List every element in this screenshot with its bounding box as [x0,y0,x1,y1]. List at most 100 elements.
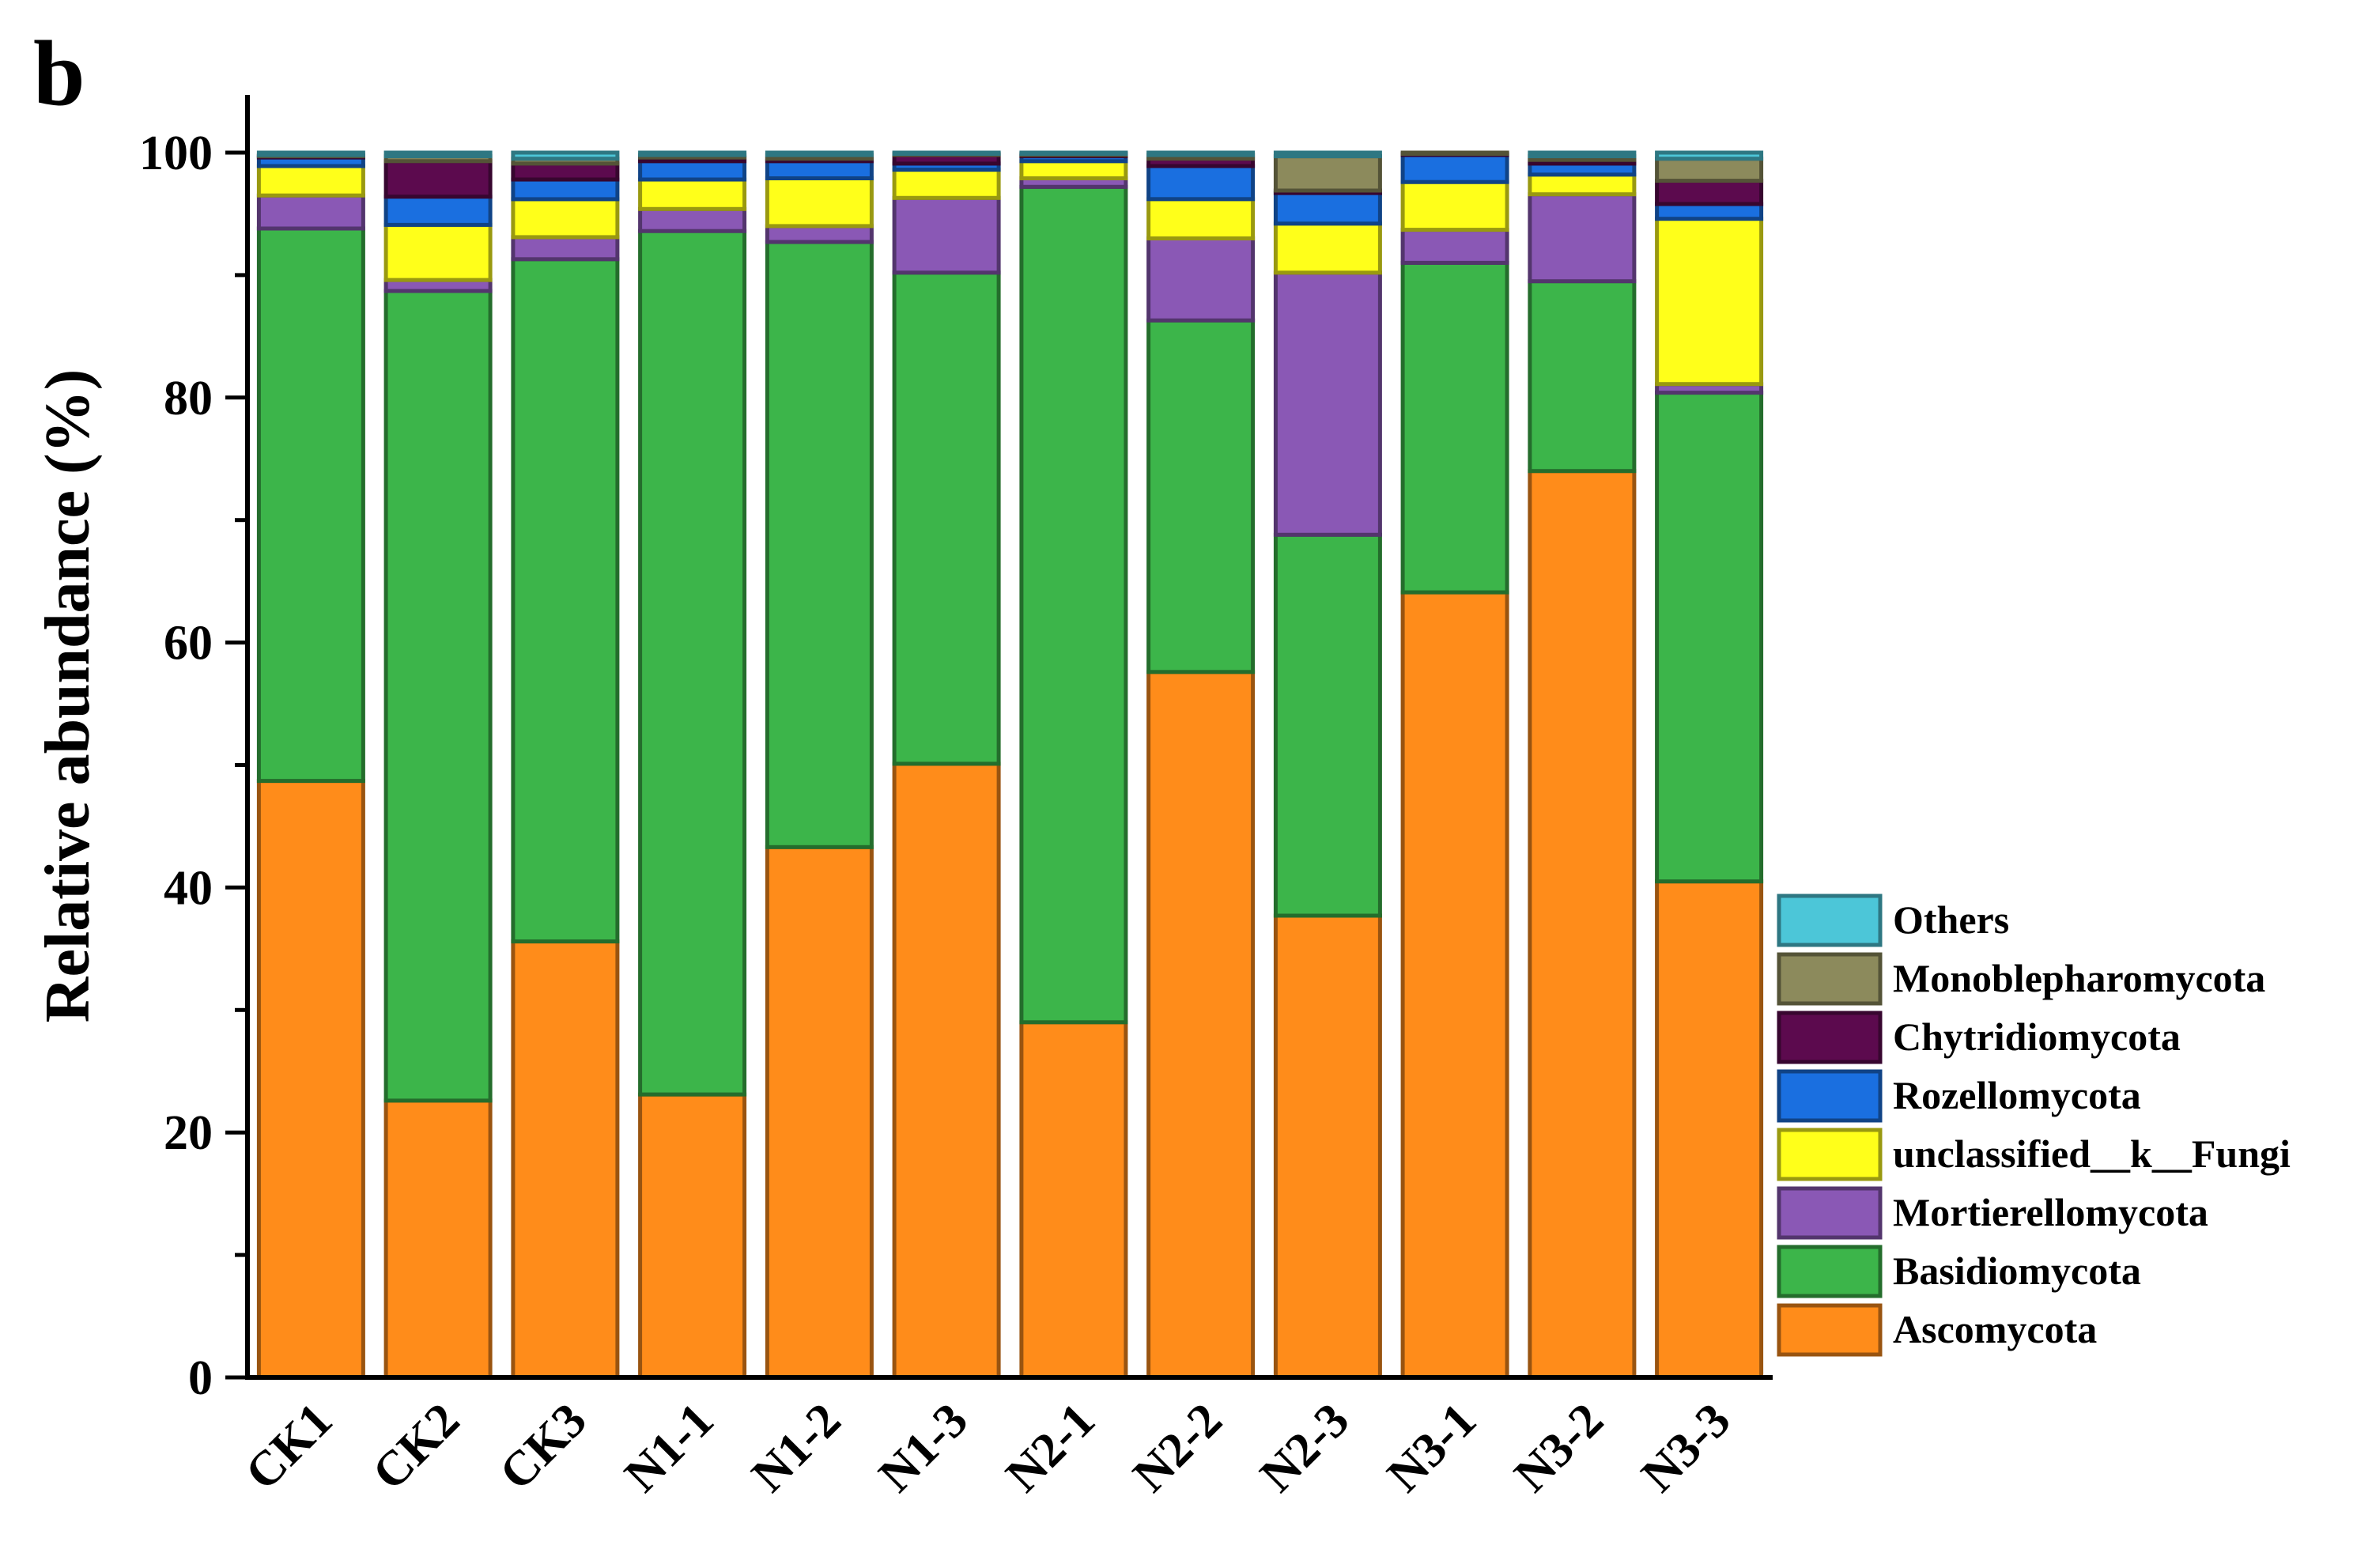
legend-label-mortierellomycota: Mortierellomycota [1893,1190,2208,1234]
bar-segment-n1-2-basidiomycota [765,240,874,849]
legend-label-chytridiomycota: Chytridiomycota [1893,1014,2181,1059]
x-tick-label-n3-1: N3-1 [1377,1393,1486,1502]
bar-segment-n2-3-mortierellomycota [1273,270,1382,537]
bar-segment-n3-1-monoblepharomycota [1400,150,1509,156]
bar-segment-n3-2-others [1528,150,1637,159]
bar-segment-ck3-others [511,150,620,161]
bar-segment-n2-2-mortierellomycota [1146,236,1256,323]
bar-segment-n1-2-ascomycota [765,844,874,1380]
bar-segment-n1-2-unclassified-k-fungi [765,176,874,229]
bar-segment-ck2-unclassified-k-fungi [383,222,493,282]
bar-segment-n3-3-monoblepharomycota [1655,157,1764,183]
bar-segment-ck3-basidiomycota [511,257,620,944]
y-tick-label-100: 100 [139,127,213,180]
y-tick-label-0: 0 [188,1351,213,1405]
legend-swatch-monoblepharomycota [1777,952,1883,1006]
bar-segment-n2-2-unclassified-k-fungi [1146,197,1256,240]
x-tick-label-n2-2: N2-2 [1123,1393,1232,1502]
bar-segment-ck3-mortierellomycota [511,235,620,262]
bar-segment-n1-1-basidiomycota [638,229,747,1097]
x-tick-label-n2-1: N2-1 [996,1393,1105,1502]
bar-segment-n3-2-basidiomycota [1528,279,1637,474]
bar-segment-ck1-unclassified-k-fungi [256,164,365,198]
bar-segment-n3-3-chytridiomycota [1655,179,1764,206]
legend-swatch-unclassified-k-fungi [1777,1128,1883,1181]
bar-segment-n3-1-mortierellomycota [1400,228,1509,265]
bar-segment-n1-3-mortierellomycota [892,195,1001,275]
bar-segment-n1-1-mortierellomycota [638,206,747,233]
bar-segment-n3-3-rozellomycota [1655,202,1764,221]
legend-label-ascomycota: Ascomycota [1893,1307,2097,1351]
x-tick-label-n3-3: N3-3 [1631,1393,1740,1502]
bar-segment-ck2-ascomycota [383,1098,493,1380]
bar-segment-n2-2-basidiomycota [1146,318,1256,674]
legend-swatch-basidiomycota [1777,1245,1883,1298]
bar-segment-n3-2-ascomycota [1528,469,1637,1380]
y-tick-label-80: 80 [164,372,213,425]
bar-segment-ck3-chytridiomycota [511,161,620,182]
legend-label-rozellomycota: Rozellomycota [1893,1073,2141,1117]
bar-segment-ck1-others [256,150,365,157]
y-tick-label-60: 60 [164,617,213,671]
x-tick-label-n3-2: N3-2 [1505,1393,1614,1502]
bar-segment-n1-1-rozellomycota [638,159,747,182]
bar-segment-n3-3-others [1655,150,1764,161]
bar-segment-n1-1-ascomycota [638,1092,747,1380]
bar-segment-ck1-basidiomycota [256,226,365,784]
x-tick-label-n1-1: N1-1 [614,1393,723,1502]
bar-segment-n3-1-rozellomycota [1400,153,1509,184]
legend-label-basidiomycota: Basidiomycota [1893,1249,2141,1293]
legend-swatch-mortierellomycota [1777,1186,1883,1240]
bar-segment-n3-2-unclassified-k-fungi [1528,172,1637,197]
legend-label-unclassified-k-fungi: unclassified__k__Fungi [1893,1132,2291,1176]
bar-segment-n2-3-basidiomycota [1273,532,1382,918]
bar-segment-ck2-rozellomycota [383,195,493,227]
legend: Others Monoblepharomycota Chytridiomycota R… [1777,894,2291,1357]
bar-segment-ck3-unclassified-k-fungi [511,197,620,240]
legend-swatch-others [1777,894,1883,947]
bar-segment-n2-2-others [1146,150,1256,157]
bar-segment-ck3-ascomycota [511,939,620,1380]
x-tick-label-n1-3: N1-3 [869,1393,978,1502]
bar-segment-n2-3-others [1273,150,1382,159]
bar-segment-n1-1-others [638,150,747,157]
bar-segment-n3-3-unclassified-k-fungi [1655,217,1764,387]
y-tick-label-40: 40 [164,861,213,915]
bar-segment-n1-3-ascomycota [892,761,1001,1380]
y-axis-label: Relative abundance (%) [33,369,103,1023]
x-tick-label-ck3: CK3 [489,1393,597,1501]
bar-segment-ck1-ascomycota [256,779,365,1380]
x-tick-label-ck1: CK1 [236,1393,343,1501]
x-tick-label-ck2: CK2 [362,1393,470,1501]
bar-segment-n3-1-ascomycota [1400,590,1509,1380]
bar-segment-ck3-rozellomycota [511,177,620,202]
x-tick-label-n2-3: N2-3 [1250,1393,1359,1502]
bar-segment-ck2-others [383,150,493,159]
bar-segment-n2-1-ascomycota [1019,1020,1128,1380]
bar-segment-n1-3-others [892,150,1001,156]
bar-segment-n3-2-mortierellomycota [1528,192,1637,284]
bar-segment-n2-3-ascomycota [1273,913,1382,1380]
bar-segment-n2-3-monoblepharomycota [1273,154,1382,193]
bar-segment-n1-3-basidiomycota [892,270,1001,766]
bar-segment-ck1-mortierellomycota [256,193,365,231]
bar-segment-n1-1-unclassified-k-fungi [638,177,747,211]
bar-segment-n3-3-basidiomycota [1655,391,1764,884]
panel-label: b [33,21,85,125]
bar-segment-n1-2-others [765,150,874,157]
bar-segment-n2-1-basidiomycota [1019,184,1128,1025]
bar-segment-n2-1-unclassified-k-fungi [1019,159,1128,181]
bar-segment-n2-2-rozellomycota [1146,164,1256,202]
x-tick-label-n1-2: N1-2 [742,1393,851,1502]
bar-segment-n2-3-rozellomycota [1273,191,1382,226]
bar-segment-ck2-basidiomycota [383,289,493,1103]
legend-label-monoblepharomycota: Monoblepharomycota [1893,956,2265,1000]
bar-segment-n1-2-rozellomycota [765,159,874,181]
bar-segment-n3-1-basidiomycota [1400,260,1509,595]
legend-swatch-rozellomycota [1777,1069,1883,1123]
bar-segment-n1-2-mortierellomycota [765,224,874,244]
legend-swatch-ascomycota [1777,1303,1883,1357]
bar-segment-ck2-chytridiomycota [383,159,493,199]
legend-label-others: Others [1893,897,2009,942]
